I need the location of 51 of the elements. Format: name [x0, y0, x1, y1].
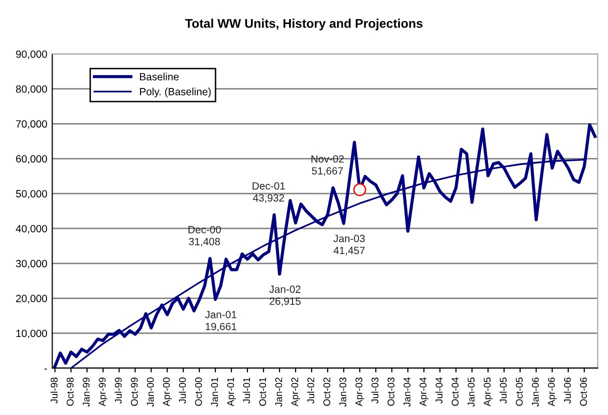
- x-tick-label: Jul-06: [564, 378, 571, 404]
- x-tick-label: Oct-05: [516, 378, 523, 406]
- data-label: Jan-01 19,661: [205, 310, 236, 332]
- y-tick-label: 80,000: [16, 85, 48, 94]
- y-tick-label: 30,000: [16, 260, 48, 268]
- x-tick-label: Apr-00: [162, 378, 172, 406]
- x-tick-label: Oct-04: [452, 377, 459, 406]
- data-label: Jan-03 41,457: [333, 234, 365, 256]
- x-tick-label: Jul-05: [500, 378, 507, 404]
- data-label: Jan-02 26,915: [269, 286, 301, 306]
- y-tick-label: 40,000: [16, 224, 48, 234]
- x-tick-label: Jul-03: [371, 378, 378, 404]
- x-tick-label: Apr-99: [98, 378, 108, 406]
- y-tick-label: 20,000: [16, 294, 48, 304]
- y-tick-label: -: [44, 368, 47, 370]
- x-tick-label: Oct-99: [130, 378, 138, 406]
- x-tick-label: Jul-98: [50, 378, 58, 404]
- x-tick-label: Oct-00: [195, 378, 202, 406]
- x-tick-label: Apr-05: [484, 378, 493, 406]
- x-tick-label: Jan-01: [211, 378, 218, 407]
- y-tick-label: 70,000: [16, 120, 48, 129]
- x-tick-label: Oct-06: [580, 378, 587, 406]
- legend-label: Poly. (Baseline): [140, 88, 211, 98]
- x-tick-label: Jan-02: [275, 378, 282, 407]
- y-tick-label: 50,000: [16, 190, 48, 199]
- x-tick-label: Jan-00: [146, 378, 154, 407]
- x-tick-label: Apr-04: [420, 377, 428, 406]
- x-tick-label: Oct-98: [66, 378, 74, 406]
- x-tick-label: Oct-02: [323, 378, 330, 406]
- x-tick-label: Oct-01: [259, 378, 266, 406]
- x-tick-label: Apr-02: [291, 378, 300, 406]
- x-tick-label: Jul-00: [178, 378, 186, 404]
- x-tick-label: Jul-04: [435, 377, 443, 404]
- x-tick-label: Jan-06: [532, 378, 539, 407]
- x-tick-label: Jan-05: [468, 378, 475, 407]
- legend-label: Baseline: [140, 72, 179, 80]
- y-tick-label: 10,000: [16, 330, 48, 338]
- y-tick-label: 60,000: [16, 155, 48, 164]
- x-tick-label: Oct-03: [388, 378, 394, 406]
- x-tick-label: Apr-01: [227, 378, 236, 406]
- chart-title: Total WW Units, History and Projections: [185, 18, 422, 30]
- x-tick-label: Jan-04: [404, 377, 410, 407]
- data-label: Dec-01 43,932: [252, 182, 285, 203]
- x-tick-label: Jan-03: [339, 378, 346, 407]
- y-tick-label: 90,000: [16, 50, 48, 60]
- x-tick-label: Jul-01: [242, 378, 250, 404]
- x-tick-label: Jan-99: [82, 378, 90, 407]
- x-tick-label: Jul-02: [307, 378, 314, 404]
- x-tick-label: Apr-06: [548, 378, 557, 406]
- x-tick-label: Jul-99: [114, 378, 122, 404]
- x-tick-label: Apr-03: [355, 378, 364, 406]
